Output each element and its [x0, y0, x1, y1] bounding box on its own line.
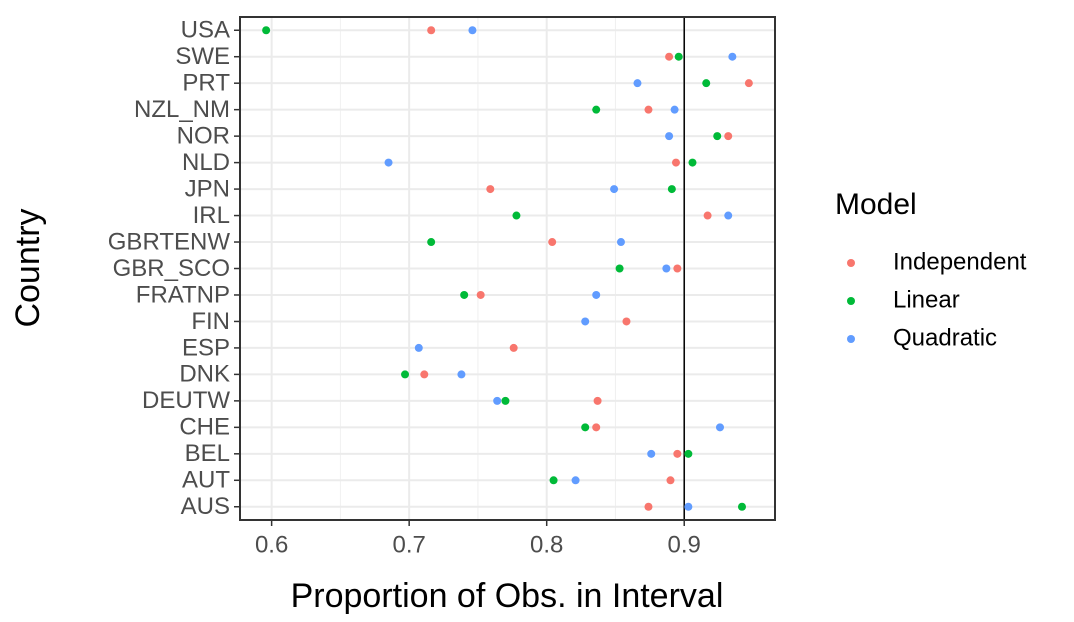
x-tick-label: 0.6 [255, 531, 288, 558]
point [665, 132, 674, 141]
y-tick-label: PRT [182, 70, 230, 97]
y-tick-label: FIN [191, 308, 230, 335]
point [616, 238, 625, 247]
point [647, 449, 656, 458]
legend-marker [847, 259, 855, 267]
point [493, 396, 502, 405]
point [581, 317, 590, 326]
y-tick-label: USA [181, 17, 230, 44]
point [622, 317, 631, 326]
legend-label: Independent [893, 248, 1027, 275]
point [427, 238, 436, 247]
point [509, 343, 518, 352]
x-tick-label: 0.8 [530, 531, 563, 558]
y-tick-label: BEL [185, 440, 230, 467]
point [737, 502, 746, 511]
point [610, 185, 619, 194]
point [615, 264, 624, 273]
point [633, 79, 642, 88]
point [688, 158, 697, 167]
y-tick-label: FRATNP [136, 281, 230, 308]
point [457, 370, 466, 379]
point [384, 158, 393, 167]
point [702, 79, 711, 88]
y-tick-label: DNK [179, 361, 230, 388]
point [512, 211, 521, 220]
legend-marker [847, 297, 855, 305]
y-tick-label: GBR_SCO [113, 255, 230, 282]
panel-border [239, 16, 776, 521]
point [674, 52, 683, 61]
point [744, 79, 753, 88]
y-tick-label: NLD [182, 149, 230, 176]
point [592, 105, 601, 114]
point [262, 26, 271, 35]
point [460, 290, 469, 299]
point [673, 449, 682, 458]
y-tick-label: NZL_NM [134, 96, 230, 123]
point [401, 370, 410, 379]
point [476, 290, 485, 299]
y-axis-title: Country [9, 208, 47, 327]
point [662, 264, 671, 273]
point [724, 132, 733, 141]
point [644, 502, 653, 511]
y-tick-label: ESP [182, 334, 230, 361]
point [684, 502, 693, 511]
point [665, 52, 674, 61]
point [724, 211, 733, 220]
point [592, 423, 601, 432]
point [670, 105, 679, 114]
point [673, 264, 682, 273]
point [548, 238, 557, 247]
point [549, 476, 558, 485]
point [486, 185, 495, 194]
legend-label: Quadratic [893, 324, 997, 351]
legend-label: Linear [893, 286, 960, 313]
point [644, 105, 653, 114]
point [593, 396, 602, 405]
point [728, 52, 737, 61]
point [427, 26, 436, 35]
y-tick-label: JPN [185, 175, 230, 202]
point [671, 158, 680, 167]
y-tick-label: GBRTENW [108, 228, 231, 255]
point [571, 476, 580, 485]
point [715, 423, 724, 432]
legend-marker [847, 335, 855, 343]
y-tick-label: NOR [177, 122, 230, 149]
y-tick-label: DEUTW [142, 387, 230, 414]
y-tick-label: SWE [175, 43, 230, 70]
x-tick-label: 0.7 [392, 531, 425, 558]
point [713, 132, 722, 141]
point [420, 370, 429, 379]
x-tick-label: 0.9 [668, 531, 701, 558]
point [501, 396, 510, 405]
y-tick-label: AUT [182, 467, 230, 494]
y-tick-label: AUS [181, 493, 230, 520]
x-axis-title: Proportion of Obs. in Interval [291, 577, 724, 615]
point [592, 290, 601, 299]
y-tick-label: IRL [193, 202, 230, 229]
point [703, 211, 712, 220]
y-tick-label: CHE [179, 414, 230, 441]
point [414, 343, 423, 352]
legend-title: Model [835, 188, 917, 221]
point [666, 476, 675, 485]
point [667, 185, 676, 194]
point [684, 449, 693, 458]
point [581, 423, 590, 432]
point [468, 26, 477, 35]
